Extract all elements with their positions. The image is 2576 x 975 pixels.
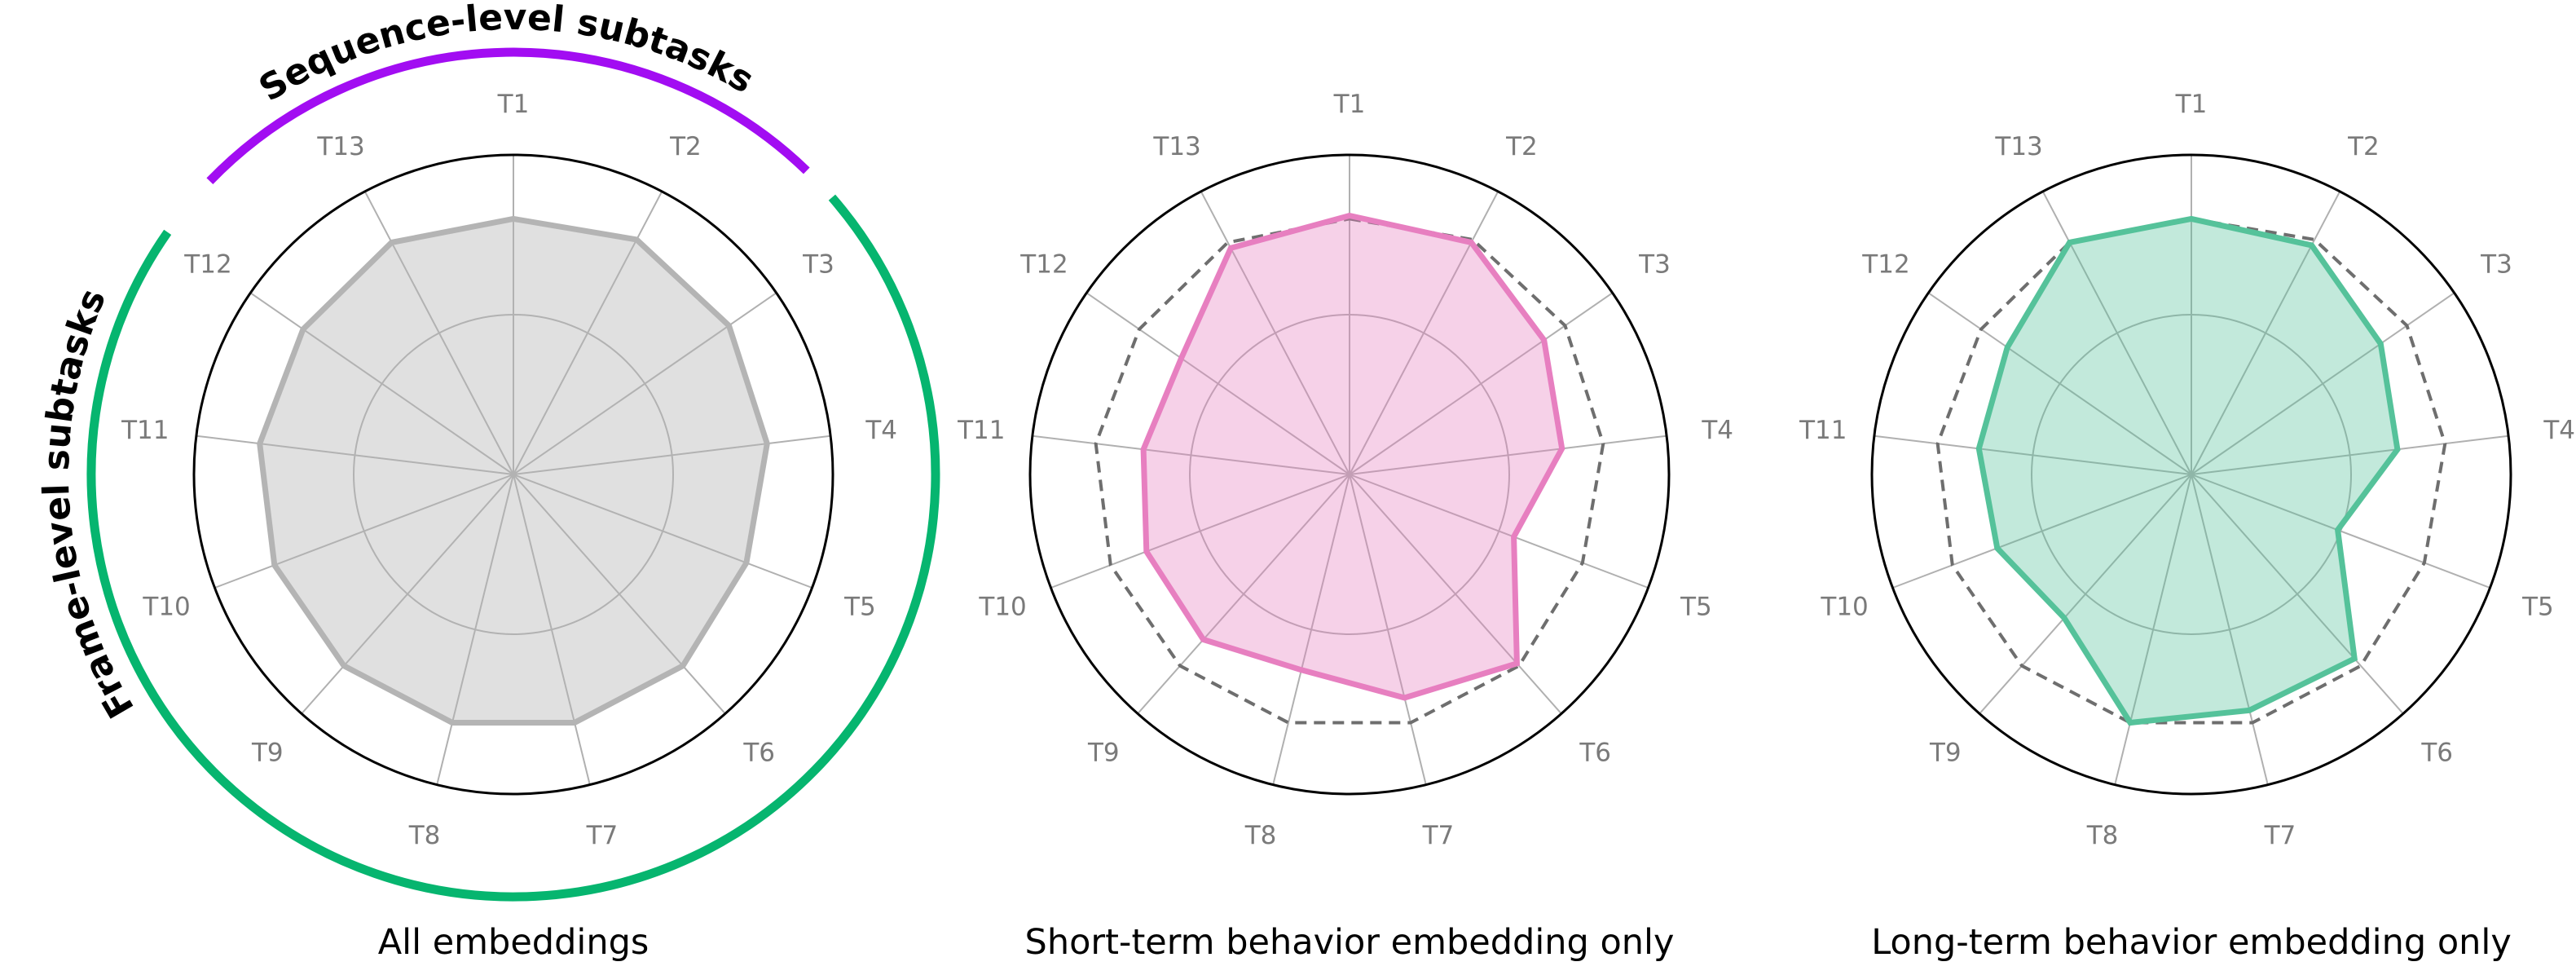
axis-label-t3: T3 — [802, 250, 834, 280]
outer-circle — [1870, 153, 2512, 796]
axis-label-t8: T8 — [408, 821, 441, 850]
outer-circle — [192, 153, 834, 796]
axis-label-t7: T7 — [586, 821, 619, 850]
series-long_term — [1975, 215, 2401, 726]
axis-label-t10: T10 — [978, 592, 1026, 621]
axis-label-t10: T10 — [1820, 592, 1868, 621]
grid-ring — [2031, 314, 2352, 635]
axis-label-t7: T7 — [2264, 821, 2296, 850]
series-short_term — [1140, 212, 1565, 701]
grid-ring — [353, 314, 674, 635]
axis-label-t7: T7 — [1422, 821, 1455, 850]
axis-label-t5: T5 — [1680, 592, 1712, 621]
axis-label-t11: T11 — [1799, 416, 1847, 445]
axis-label-t1: T1 — [2175, 90, 2208, 119]
axis-label-t12: T12 — [183, 250, 231, 280]
grid-ring — [1189, 314, 1510, 635]
radar-panel-short-term: T1 T2 T3 T4 T5 T6 T7 T8 T9 T10 T11 T12 T13 — [957, 90, 1733, 850]
series-reference-dashed — [1094, 217, 1605, 725]
axis-label-t11: T11 — [121, 416, 169, 445]
axis-label-t2: T2 — [669, 132, 702, 161]
axis-label-t13: T13 — [1152, 132, 1200, 161]
series-reference — [257, 215, 770, 726]
axis-label-t2: T2 — [1505, 132, 1538, 161]
axis-label-t1: T1 — [497, 90, 530, 119]
axis-label-t4: T4 — [1701, 416, 1733, 445]
axis-label-t6: T6 — [742, 739, 775, 768]
axis-label-t8: T8 — [1244, 821, 1277, 850]
axis-label-t9: T9 — [251, 739, 284, 768]
frame-level-arc — [86, 194, 940, 902]
panel-caption-all-embeddings: All embeddings — [378, 922, 650, 963]
axis-label-t12: T12 — [1019, 250, 1068, 280]
axis-label-t5: T5 — [2521, 592, 2554, 621]
axis-label-t12: T12 — [1861, 250, 1909, 280]
axis-label-t3: T3 — [2480, 250, 2512, 280]
axis-label-t9: T9 — [1087, 739, 1120, 768]
axis-label-t6: T6 — [2420, 739, 2453, 768]
axis-label-t5: T5 — [843, 592, 876, 621]
outer-circle — [1028, 153, 1671, 796]
axis-label-t2: T2 — [2347, 132, 2380, 161]
panel-caption-long-term: Long-term behavior embedding only — [1871, 922, 2512, 963]
radar-panel-long-term: T1 T2 T3 T4 T5 T6 T7 T8 T9 T10 T11 T12 T13 — [1799, 90, 2575, 850]
axis-label-t10: T10 — [142, 592, 190, 621]
axis-label-t4: T4 — [2543, 416, 2575, 445]
axis-label-t11: T11 — [957, 416, 1005, 445]
axis-label-t13: T13 — [316, 132, 364, 161]
axis-label-t4: T4 — [865, 416, 897, 445]
panel-caption-short-term: Short-term behavior embedding only — [1025, 922, 1675, 963]
series-reference-dashed — [1935, 217, 2447, 725]
axis-label-t13: T13 — [1994, 132, 2042, 161]
axis-label-t9: T9 — [1929, 739, 1962, 768]
axis-label-t8: T8 — [2086, 821, 2119, 850]
axis-label-t1: T1 — [1333, 90, 1366, 119]
axis-label-t3: T3 — [1638, 250, 1671, 280]
radar-panel-all-embeddings: T1 T2 T3 T4 T5 T6 T7 T8 T9 T10 T11 T12 T13 — [121, 90, 897, 850]
sequence-level-arc — [206, 47, 810, 185]
axis-label-t6: T6 — [1579, 739, 1611, 768]
